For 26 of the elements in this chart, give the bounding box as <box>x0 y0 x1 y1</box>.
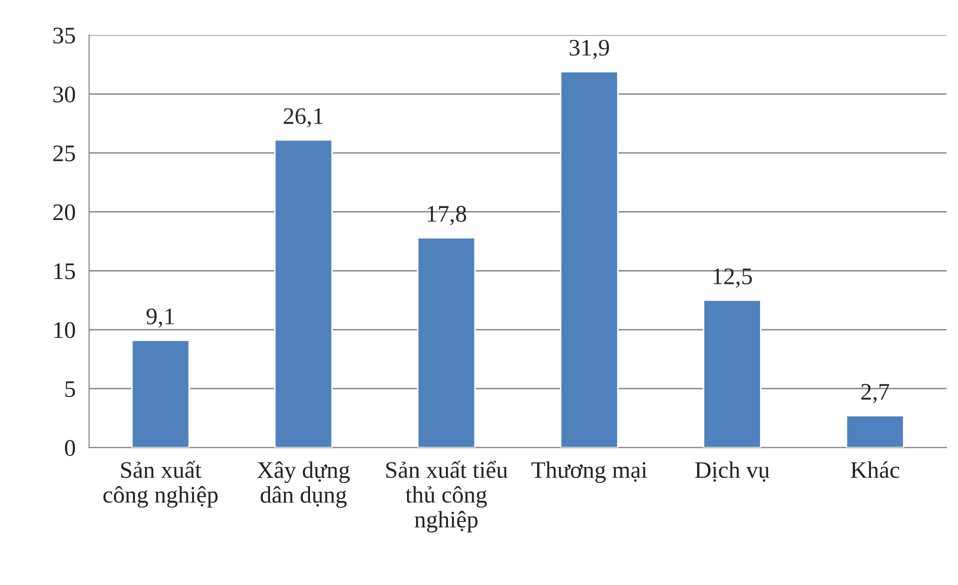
y-tick-label: 20 <box>53 204 75 220</box>
data-label: 12,5 <box>714 268 752 288</box>
y-tick-label: 35 <box>53 28 75 44</box>
y-tick-label: 10 <box>54 322 75 338</box>
x-tick-label: Thương mại <box>531 461 648 483</box>
bar <box>702 300 762 448</box>
bar <box>131 340 190 448</box>
x-tick-label: Sản xuất tiểu thủ công nghiệp <box>386 460 508 532</box>
data-label: 9,1 <box>146 308 174 328</box>
data-label: 2,7 <box>861 384 890 404</box>
x-tick-label: Xây dựng dân dụng <box>257 461 350 508</box>
y-tick-label: 0 <box>64 440 75 456</box>
bar <box>417 237 476 448</box>
data-label: 17,8 <box>428 206 466 226</box>
y-tick-label: 30 <box>53 86 75 102</box>
data-label: 26,1 <box>284 108 323 128</box>
x-tick-label: Khác <box>850 461 900 478</box>
y-tick-label: 15 <box>54 263 75 280</box>
bar <box>846 415 904 448</box>
bar <box>274 139 333 448</box>
data-label: 31,9 <box>570 40 609 60</box>
y-tick-label: 5 <box>65 381 75 398</box>
y-tick-label: 25 <box>53 145 75 162</box>
x-tick-label: Dịch vụ <box>695 461 770 482</box>
bar <box>560 70 619 448</box>
x-tick-label: Sản xuất công nghiệp <box>103 460 218 508</box>
